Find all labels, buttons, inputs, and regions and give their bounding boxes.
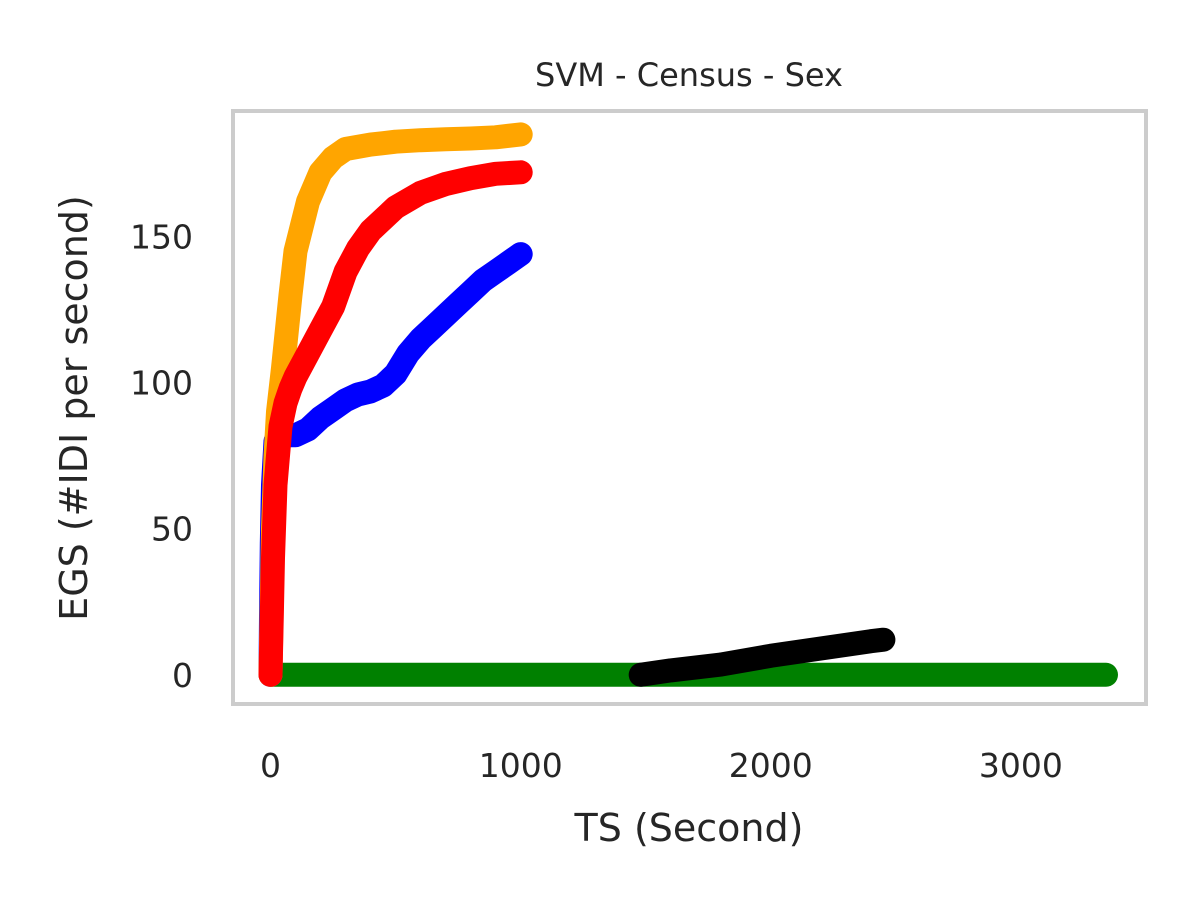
series-layer <box>258 122 1118 687</box>
x-tick-label: 1000 <box>479 746 563 785</box>
x-tick-label: 2000 <box>729 746 813 785</box>
x-tick-labels: 0 1000 2000 3000 <box>260 746 1063 785</box>
y-axis-label: EGS (#IDI per second) <box>52 195 96 621</box>
y-tick-label: 100 <box>130 364 193 403</box>
x-axis-label: TS (Second) <box>574 806 804 850</box>
series-line-red <box>258 160 533 687</box>
y-tick-label: 150 <box>130 218 193 257</box>
x-tick-label: 0 <box>260 746 281 785</box>
series-line-black <box>628 627 896 687</box>
y-tick-labels: 0 50 100 150 <box>130 218 193 695</box>
y-tick-label: 50 <box>151 510 193 549</box>
chart-title: SVM - Census - Sex <box>535 56 843 94</box>
y-tick-label: 0 <box>172 656 193 695</box>
x-tick-label: 3000 <box>979 746 1063 785</box>
plot-frame <box>231 109 1148 706</box>
